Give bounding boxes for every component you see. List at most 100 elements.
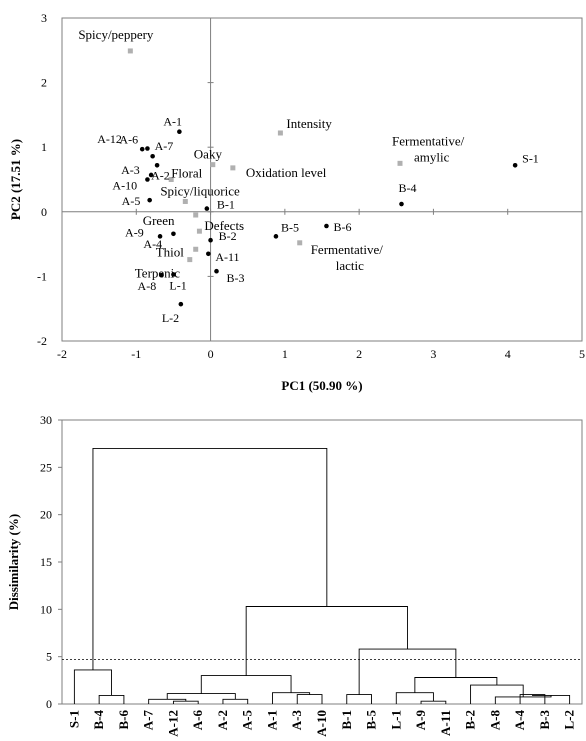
attribute-marker-green <box>193 212 199 218</box>
attribute-label-fermentative-amylic-line-1: Fermentative/ <box>392 133 465 148</box>
sample-point-a-2 <box>154 162 160 168</box>
dendrogram-link-13 <box>532 694 571 704</box>
dendrogram-link-8 <box>200 675 292 694</box>
sample-label-b-6: B-6 <box>333 220 351 234</box>
dendrogram-link-4 <box>222 698 249 704</box>
attribute-label-intensity: Intensity <box>286 116 332 131</box>
y-axis-title: Dissimilarity (%) <box>6 514 21 610</box>
sample-label-a-2: A-2 <box>151 168 170 182</box>
leaf-label-s-1: S-1 <box>66 710 81 728</box>
sample-point-b-5 <box>273 234 279 239</box>
leaf-label-b-4: B-4 <box>91 710 106 730</box>
dendrogram-link-17 <box>358 648 457 695</box>
y-tick-label: 2 <box>41 76 47 90</box>
attribute-marker-spicy-liquorice <box>182 198 188 204</box>
sample-label-a-12: A-12 <box>97 132 122 146</box>
sample-label-a-5: A-5 <box>122 194 141 208</box>
leaf-label-a-1: A-1 <box>264 710 279 730</box>
dendrogram-link-0 <box>98 695 125 704</box>
dendrogram-links <box>73 447 571 704</box>
y-tick-label: 5 <box>46 650 52 664</box>
sample-label-a-7: A-7 <box>155 139 174 153</box>
x-tick-label: 5 <box>579 347 585 361</box>
leaf-label-a-8: A-8 <box>487 710 502 731</box>
dendrogram-link-14 <box>494 695 552 704</box>
leaf-label-a-2: A-2 <box>215 710 230 730</box>
x-axis-title: PC1 (50.90 %) <box>281 378 362 393</box>
attribute-label-fermentative-amylic-line-2: amylic <box>414 149 450 164</box>
sample-label-a-11: A-11 <box>215 250 239 264</box>
y-tick-label: 15 <box>40 555 52 569</box>
leaf-label-a-5: A-5 <box>240 710 255 731</box>
attribute-marker-oaky <box>210 162 216 168</box>
sample-label-a-9: A-9 <box>125 225 144 239</box>
sample-label-a-3: A-3 <box>121 163 140 177</box>
sample-point-b-3 <box>214 268 219 274</box>
attribute-label-oaky: Oaky <box>194 147 223 162</box>
sample-point-l-2 <box>178 301 184 307</box>
sample-label-l-2: L-2 <box>162 311 179 325</box>
sample-point-a-4 <box>171 231 176 237</box>
leaf-label-a-11: A-11 <box>438 710 453 736</box>
attribute-label-green: Green <box>143 213 175 228</box>
sample-label-b-1: B-1 <box>217 198 235 212</box>
attribute-label-fermentative-lactic-line-1: Fermentative/ <box>311 242 384 257</box>
attribute-marker-intensity <box>277 130 283 136</box>
y-axis-title: PC2 (17.51 %) <box>8 139 23 220</box>
attribute-label-fermentative-lactic-line-2: lactic <box>336 258 364 273</box>
attribute-label-floral: Floral <box>171 166 202 181</box>
dendrogram-link-18 <box>245 606 408 676</box>
sample-point-b-6 <box>324 223 329 229</box>
attribute-marker-fermentative-lactic <box>297 240 303 246</box>
leaf-label-b-2: B-2 <box>463 710 478 730</box>
sample-point-a-12 <box>139 146 145 152</box>
attribute-marker-spicy-peppery <box>127 48 133 54</box>
plot-frame <box>61 17 583 342</box>
leaf-label-a-9: A-9 <box>413 710 428 731</box>
leaf-label-l-1: L-1 <box>388 710 403 730</box>
x-tick-label: 0 <box>208 347 214 361</box>
leaf-label-l-2: L-2 <box>562 710 577 730</box>
sample-point-a-6 <box>145 146 150 151</box>
sample-label-l-1: L-1 <box>169 278 186 292</box>
leaf-label-b-6: B-6 <box>116 710 131 730</box>
sample-label-a-10: A-10 <box>112 179 137 193</box>
attribute-label-terpenic: Terpenic <box>135 266 181 281</box>
sample-series: A-1 A-6A-12 A-7 A-2 A-3 A-10A-5 A-9A-4 A-8 L-1 L-… <box>97 115 539 325</box>
y-tick-label: -1 <box>37 269 47 283</box>
attribute-marker-thiol <box>193 246 199 252</box>
x-tick-label: -1 <box>131 347 141 361</box>
sample-label-b-5: B-5 <box>281 220 299 234</box>
leaf-label-a-6: A-6 <box>190 710 205 731</box>
sample-label-b-3: B-3 <box>227 271 245 285</box>
leaf-label-a-7: A-7 <box>141 710 156 731</box>
dendrogram-link-1 <box>73 669 112 704</box>
dendrogram-link-9 <box>346 694 372 704</box>
plot-frame <box>61 419 583 705</box>
y-tick-label: 20 <box>40 508 52 522</box>
sample-point-s-1 <box>512 162 518 168</box>
sample-label-a-8: A-8 <box>138 279 157 293</box>
sample-point-a-7 <box>150 153 155 159</box>
sample-point-l-1 <box>171 272 176 277</box>
attribute-marker-fermentative-amylic <box>397 160 403 166</box>
cluster-dendrogram: 0 5 10 15 20 25 30 Dissimilarity (%) S-1 B-4 B-6 A-… <box>6 413 583 737</box>
sample-point-b-2 <box>208 237 213 243</box>
y-tick-label: 10 <box>40 602 52 616</box>
sample-point-b-1 <box>204 206 210 211</box>
y-tick-label: 0 <box>46 697 52 711</box>
dendrogram-link-6 <box>296 694 323 704</box>
y-tick-label: 3 <box>41 11 47 25</box>
sample-label-a-4: A-4 <box>143 237 162 251</box>
leaf-label-a-4: A-4 <box>512 710 527 731</box>
sample-point-a-5 <box>147 197 152 203</box>
x-tick-label: 4 <box>505 347 511 361</box>
x-tick-label: -2 <box>57 347 67 361</box>
attribute-label-oxidation-level: Oxidation level <box>246 165 327 180</box>
attribute-series: Spicy/peppery Intensity Fermentative/amyli… <box>78 27 464 281</box>
pca-biplot: -2 -1 0 1 2 3 4 5 -2 -1 0 1 2 3 PC1 (50.90 %) PC2 (17.5… <box>8 11 585 393</box>
dendrogram-link-5 <box>166 693 236 700</box>
y-tick-label: 0 <box>41 205 47 219</box>
sample-point-a-8 <box>159 272 164 278</box>
attribute-label-thiol: Thiol <box>156 244 185 259</box>
